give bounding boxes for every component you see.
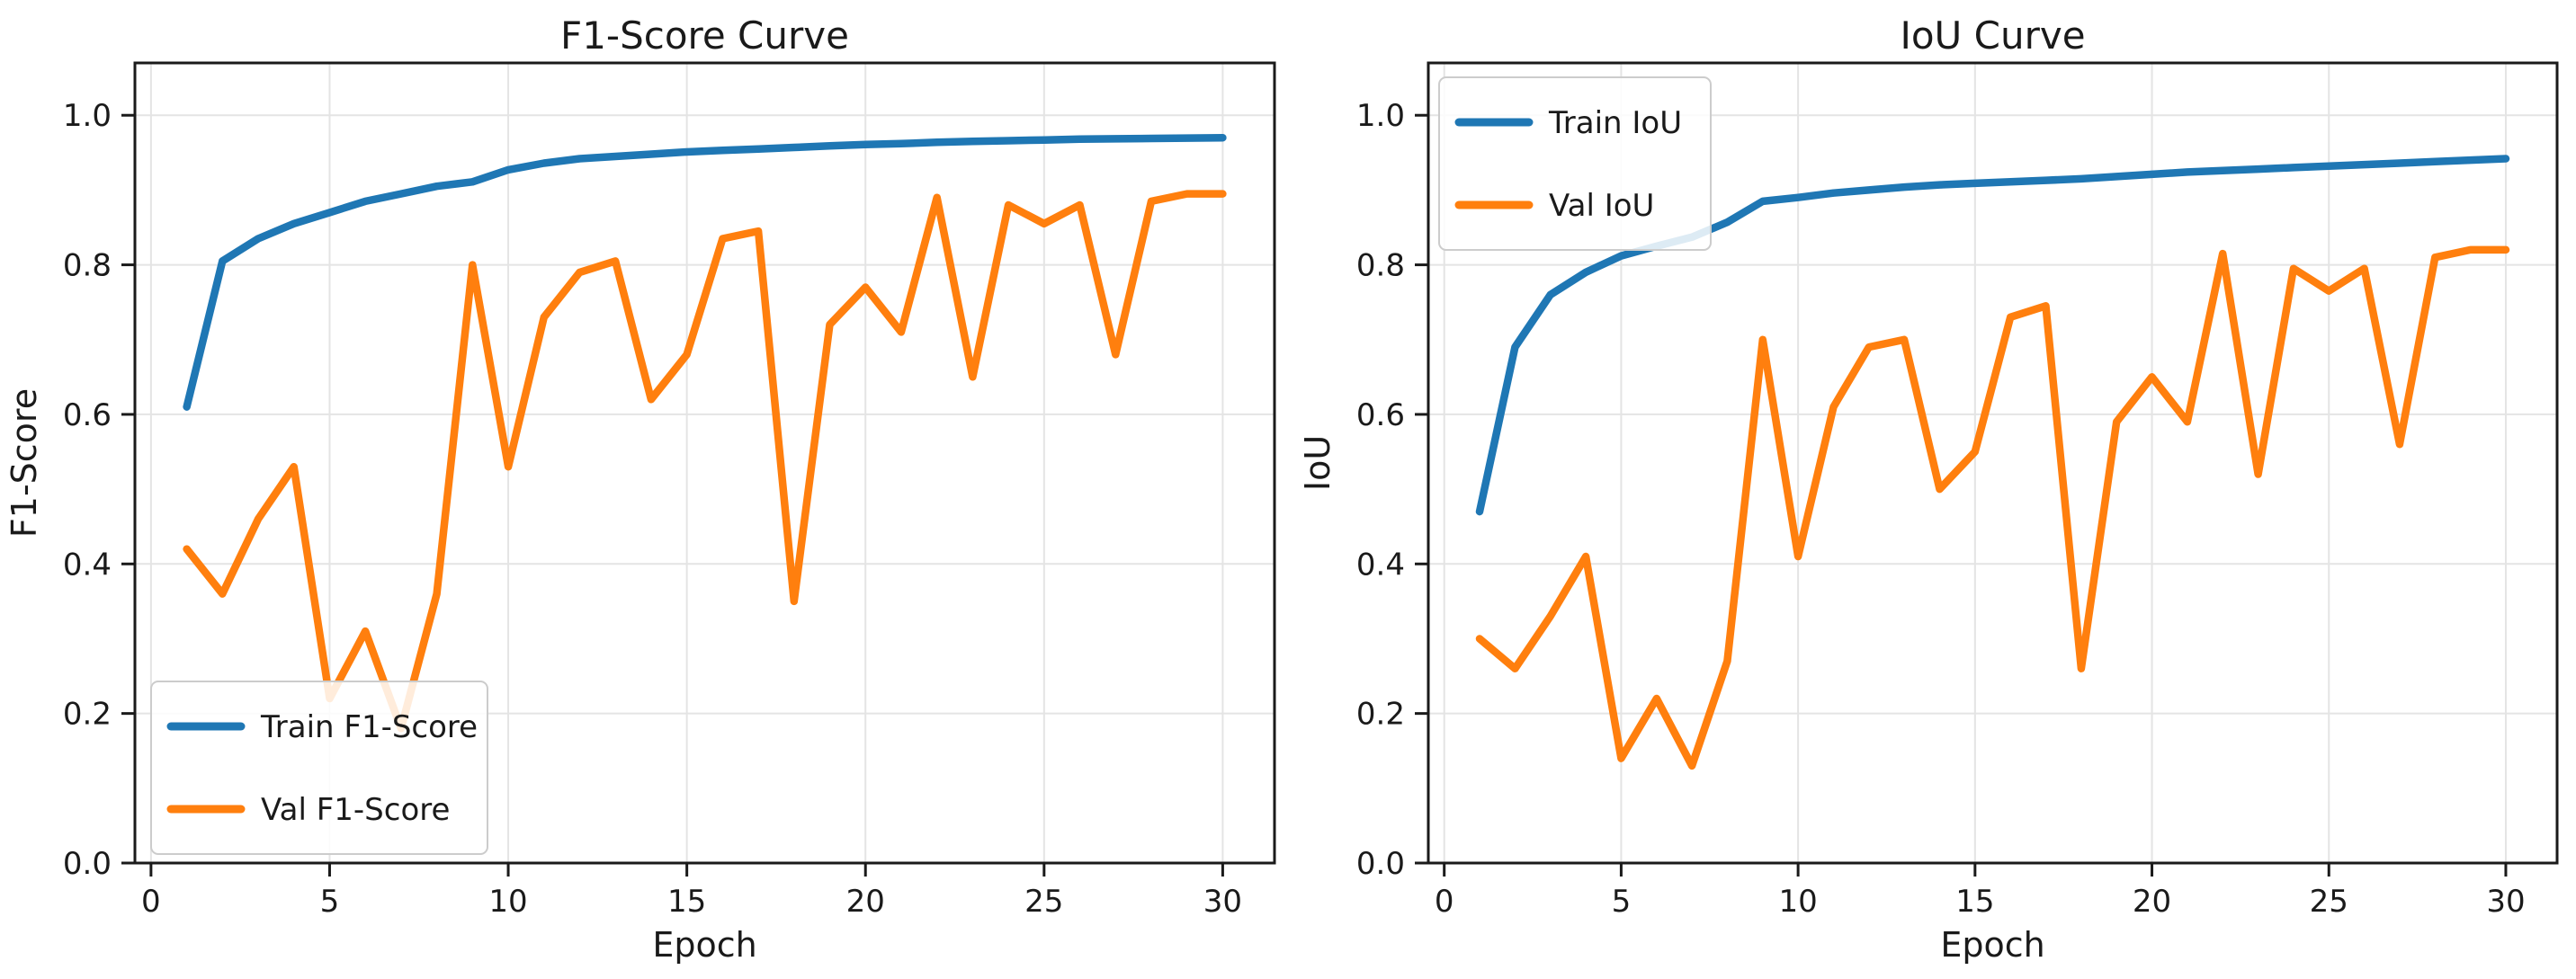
- y-tick-label: 0.6: [1356, 397, 1405, 433]
- legend-box: [150, 681, 488, 855]
- x-axis-label: Epoch: [1940, 925, 2044, 965]
- y-axis-label: F1-Score: [4, 388, 44, 538]
- plot-border: [133, 61, 1276, 865]
- x-tick-label: 30: [1203, 884, 1242, 920]
- x-tick-label: 15: [667, 884, 706, 920]
- legend-val-label: Val IoU: [1549, 188, 1654, 224]
- y-tick-label: 0.4: [1356, 547, 1405, 583]
- train-line: [183, 133, 1227, 411]
- y-tick-label: 0.8: [1356, 248, 1405, 284]
- x-tick-label: 25: [2310, 884, 2348, 920]
- chart-title: IoU Curve: [1900, 13, 2085, 58]
- legend-val-label: Val F1-Score: [261, 792, 450, 828]
- x-tick-label: 0: [141, 884, 161, 920]
- x-tick-label: 30: [2486, 884, 2525, 920]
- y-tick-label: 0.4: [63, 547, 112, 583]
- x-tick-label: 5: [320, 884, 340, 920]
- y-tick-label: 0.0: [1356, 846, 1405, 882]
- x-tick-label: 0: [1435, 884, 1454, 920]
- x-tick-label: 20: [2133, 884, 2171, 920]
- legend-box: [1438, 76, 1712, 251]
- y-tick-label: 0.8: [63, 248, 112, 284]
- y-tick-label: 0.0: [63, 846, 112, 882]
- y-tick-label: 1.0: [63, 98, 112, 134]
- plot-border: [1427, 61, 2559, 865]
- y-axis-label: IoU: [1298, 435, 1337, 491]
- legend-train-label: Train IoU: [1548, 105, 1682, 141]
- legend: Train F1-Score Val F1-Score: [150, 681, 488, 855]
- y-tick-label: 0.2: [63, 697, 112, 733]
- val-line: [1475, 245, 2510, 770]
- x-tick-label: 20: [846, 884, 885, 920]
- f1-score-chart: 0 5 10 15 20 25 30 0.0 0.2 0.4 0.6 0.8 1.0 F1-Score C…: [4, 13, 1276, 965]
- y-tick-label: 1.0: [1356, 98, 1405, 134]
- x-tick-label: 25: [1024, 884, 1063, 920]
- y-tick-label: 0.6: [63, 397, 112, 433]
- x-axis-label: Epoch: [652, 925, 756, 965]
- legend: Train IoU Val IoU: [1438, 76, 1712, 251]
- iou-chart: 0 5 10 15 20 25 30 0.0 0.2 0.4 0.6 0.8 1.0 IoU Curve E…: [1288, 0, 2576, 979]
- x-tick-label: 15: [1955, 884, 1994, 920]
- legend-train-label: Train F1-Score: [260, 709, 478, 745]
- x-tick-label: 5: [1612, 884, 1632, 920]
- y-tick-label: 0.2: [1356, 697, 1405, 733]
- x-tick-label: 10: [488, 884, 527, 920]
- x-tick-label: 10: [1778, 884, 1817, 920]
- chart-title: F1-Score Curve: [560, 13, 849, 58]
- val-line: [183, 190, 1227, 733]
